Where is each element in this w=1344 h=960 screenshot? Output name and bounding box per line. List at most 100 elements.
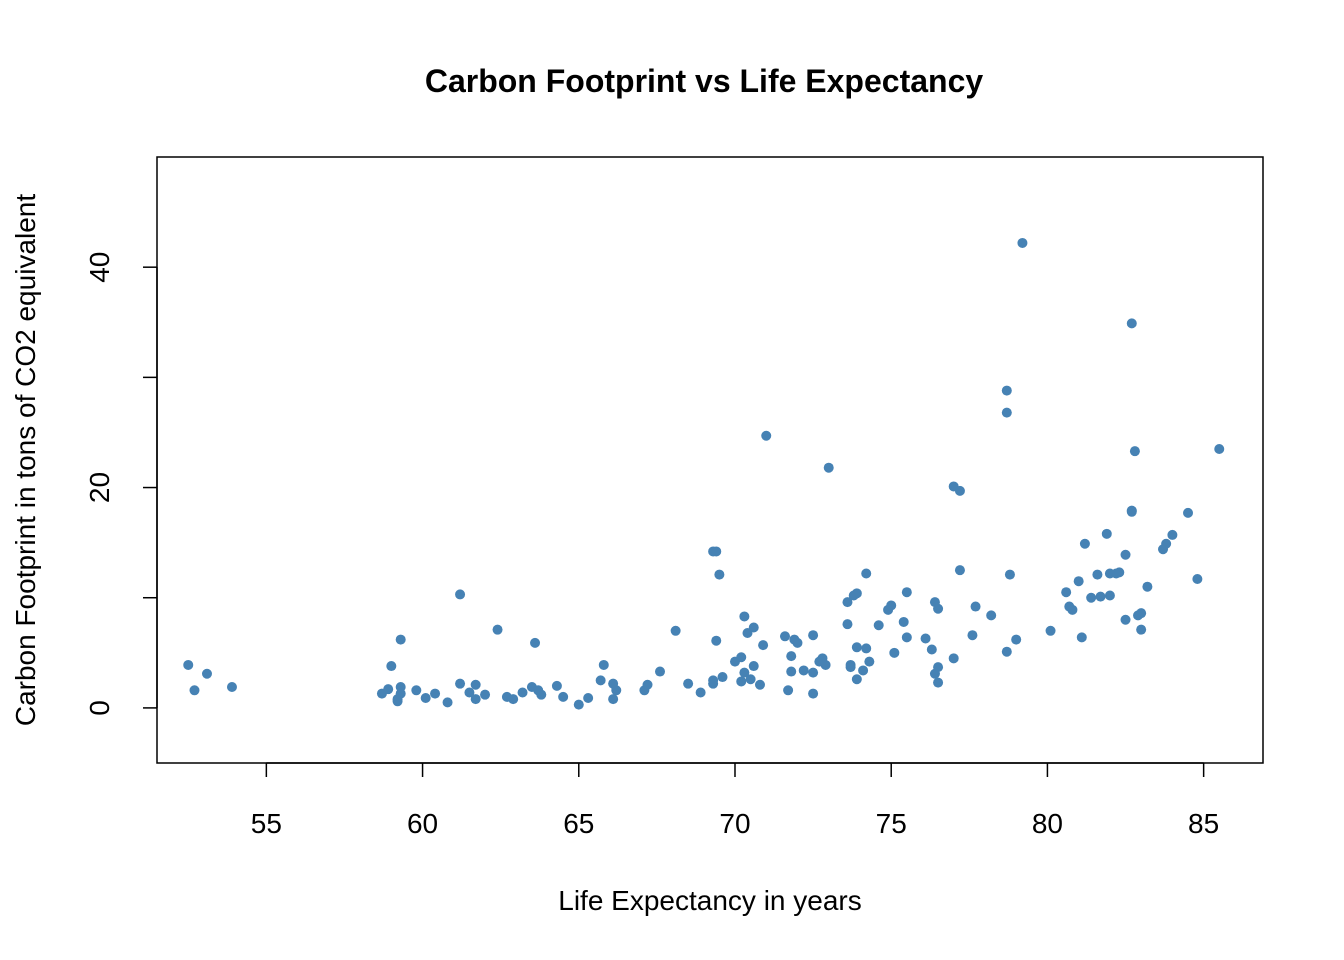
data-point	[933, 603, 944, 614]
y-tick-label: 20	[84, 472, 115, 503]
data-point	[786, 666, 797, 677]
data-point	[583, 692, 594, 703]
data-point	[708, 675, 719, 686]
chart-title: Carbon Footprint vs Life Expectancy	[425, 63, 984, 99]
data-point	[1001, 407, 1012, 418]
plot-frame	[156, 156, 1264, 764]
data-point	[1129, 446, 1140, 457]
data-point	[792, 637, 803, 648]
x-axis-label: Life Expectancy in years	[558, 885, 862, 916]
x-tick-label: 80	[1032, 808, 1063, 839]
data-point	[842, 597, 853, 608]
data-point	[761, 430, 772, 441]
data-point	[820, 659, 831, 670]
data-point	[1011, 634, 1022, 645]
data-point	[573, 699, 584, 710]
data-point	[455, 678, 466, 689]
data-point	[595, 675, 606, 686]
data-point	[889, 647, 900, 658]
data-point	[1073, 576, 1084, 587]
x-tick-label: 55	[251, 808, 282, 839]
data-point	[480, 689, 491, 700]
data-point	[642, 679, 653, 690]
data-point	[1126, 318, 1137, 329]
data-point	[986, 610, 997, 621]
data-point	[695, 687, 706, 698]
data-point	[1120, 549, 1131, 560]
data-point	[1076, 632, 1087, 643]
data-point	[739, 667, 750, 678]
data-point	[183, 659, 194, 670]
data-point	[736, 652, 747, 663]
data-point	[1126, 505, 1137, 516]
data-point	[492, 624, 503, 635]
data-point	[886, 600, 897, 611]
data-point	[1004, 569, 1015, 580]
data-point	[808, 688, 819, 699]
data-point	[395, 688, 406, 699]
data-point	[864, 656, 875, 667]
data-point	[464, 687, 475, 698]
data-point	[739, 611, 750, 622]
data-point	[842, 619, 853, 630]
x-tick-label: 75	[876, 808, 907, 839]
data-point	[598, 659, 609, 670]
data-point	[608, 694, 619, 705]
data-point	[786, 651, 797, 662]
data-point	[1045, 625, 1056, 636]
y-tick-label: 0	[84, 700, 115, 716]
data-point	[948, 653, 959, 664]
data-point	[798, 665, 809, 676]
data-point	[851, 642, 862, 653]
x-tick-label: 65	[563, 808, 594, 839]
data-point	[954, 565, 965, 576]
data-point	[1101, 528, 1112, 539]
data-point	[1095, 591, 1106, 602]
data-point	[736, 676, 747, 687]
data-point	[858, 665, 869, 676]
data-point	[711, 546, 722, 557]
data-point	[745, 674, 756, 685]
data-point	[970, 601, 981, 612]
data-point	[508, 694, 519, 705]
data-point	[851, 588, 862, 599]
data-point	[1067, 604, 1078, 615]
data-point	[901, 632, 912, 643]
data-point	[779, 631, 790, 642]
data-point	[470, 679, 481, 690]
data-point	[873, 620, 884, 631]
data-point	[611, 685, 622, 696]
data-point	[1183, 507, 1194, 518]
data-point	[783, 685, 794, 696]
data-point	[395, 634, 406, 645]
data-point	[517, 687, 528, 698]
data-point	[189, 685, 200, 696]
data-point	[967, 630, 978, 641]
data-point	[226, 681, 237, 692]
data-point	[711, 635, 722, 646]
data-point	[926, 644, 937, 655]
data-point	[901, 587, 912, 598]
data-point	[551, 680, 562, 691]
data-point	[808, 630, 819, 641]
data-point	[845, 662, 856, 673]
data-points	[183, 237, 1225, 710]
data-point	[1086, 592, 1097, 603]
data-point	[933, 677, 944, 688]
data-point	[933, 662, 944, 673]
data-point	[898, 616, 909, 627]
data-point	[386, 661, 397, 672]
data-point	[455, 589, 466, 600]
data-point	[717, 672, 728, 683]
data-point	[383, 684, 394, 695]
data-point	[670, 625, 681, 636]
data-point	[808, 667, 819, 678]
data-point	[823, 462, 834, 473]
x-tick-label: 85	[1188, 808, 1219, 839]
data-point	[851, 674, 862, 685]
data-point	[1120, 614, 1131, 625]
data-point	[1114, 567, 1125, 578]
x-tick-label: 70	[719, 808, 750, 839]
data-point	[754, 679, 765, 690]
data-point	[442, 697, 453, 708]
